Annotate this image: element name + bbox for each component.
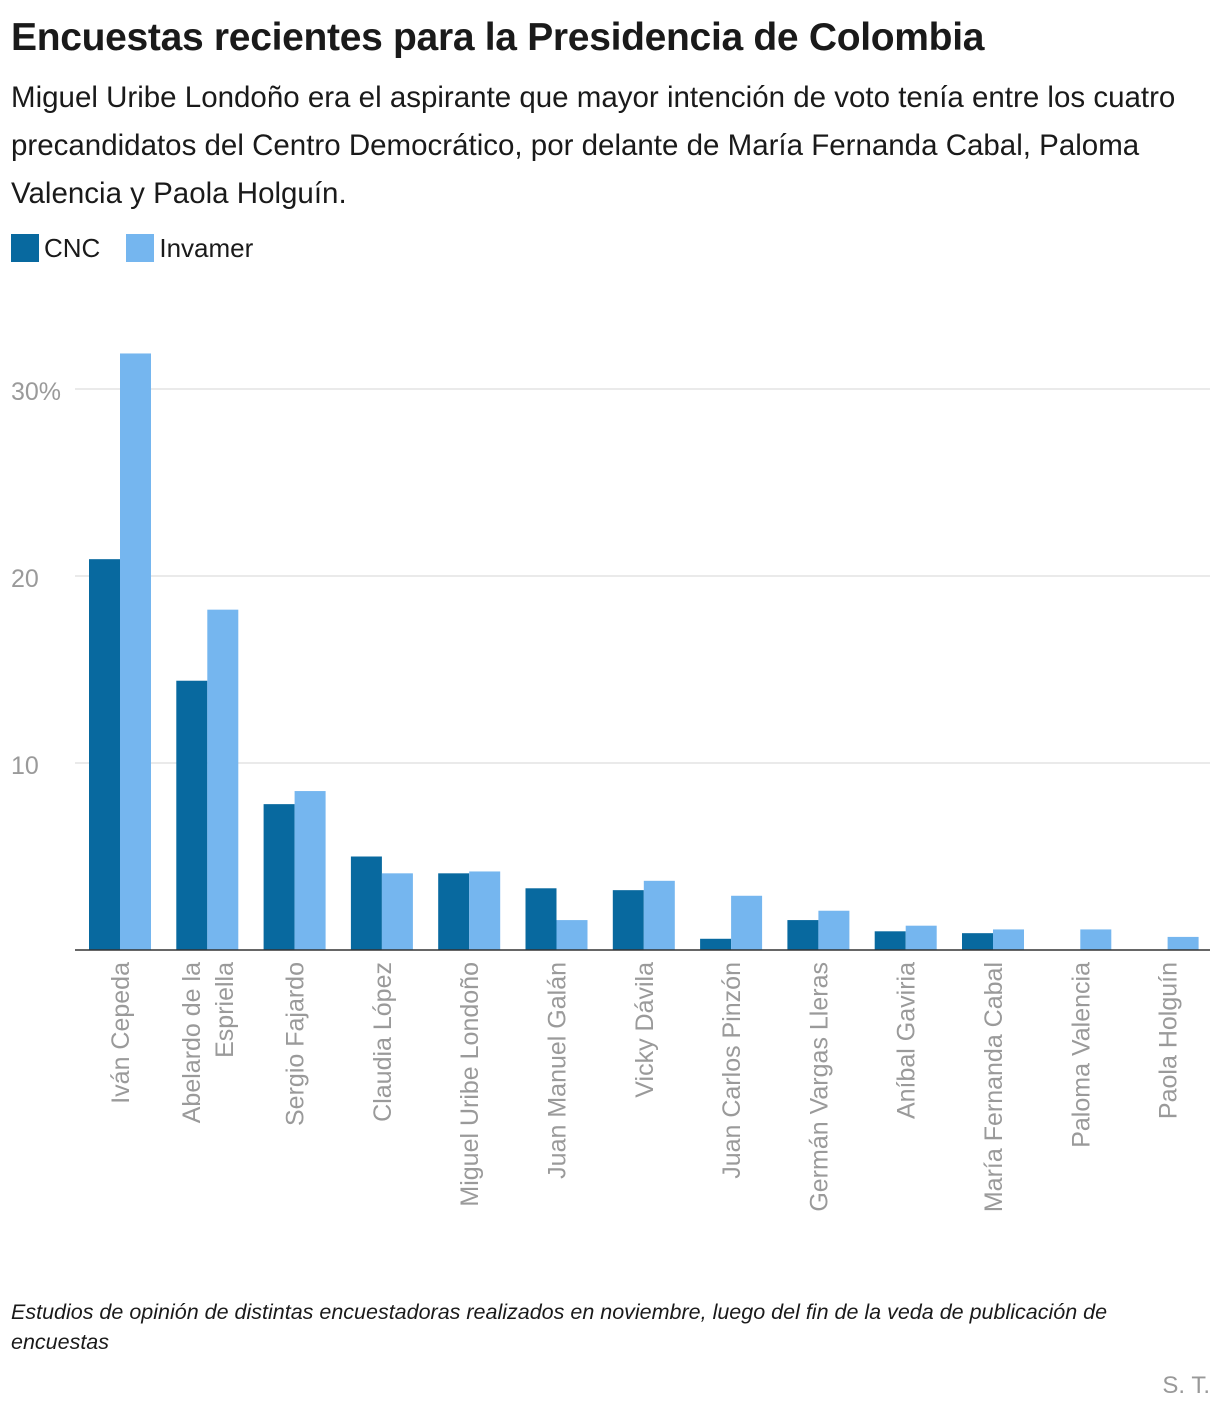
x-tick-label: Abelardo de la bbox=[178, 962, 206, 1123]
bar-invamer-12 bbox=[1167, 936, 1199, 950]
x-tick-label: Vicky Dávila bbox=[631, 962, 659, 1098]
bar-cnc-7 bbox=[700, 938, 732, 950]
bar-cnc-9 bbox=[874, 931, 906, 950]
legend-swatch-cnc bbox=[11, 234, 39, 262]
bar-cnc-10 bbox=[962, 933, 993, 950]
bar-cnc-6 bbox=[612, 890, 644, 950]
legend-item-cnc: CNC bbox=[11, 232, 100, 264]
bar-invamer-2 bbox=[294, 791, 326, 950]
bar-invamer-0 bbox=[120, 353, 151, 951]
x-tick-label: Juan Carlos Pinzón bbox=[718, 962, 746, 1179]
bar-invamer-1 bbox=[207, 609, 239, 950]
bar-invamer-8 bbox=[818, 910, 850, 950]
x-tick-label: Aníbal Gaviria bbox=[893, 962, 921, 1119]
gridlines: 10 20 30% bbox=[11, 378, 1210, 780]
chart-subtitle: Miguel Uribe Londoño era el aspirante qu… bbox=[11, 81, 1176, 210]
legend-item-invamer: Invamer bbox=[126, 232, 253, 264]
bar-cnc-2 bbox=[263, 804, 295, 950]
bar-invamer-3 bbox=[381, 873, 413, 950]
x-tick-label: Iván Cepeda bbox=[107, 962, 135, 1104]
bars bbox=[89, 353, 1199, 951]
y-tick-label: 20 bbox=[11, 565, 39, 593]
x-tick-label: Claudia López bbox=[369, 962, 397, 1122]
x-tick-label: Paola Holguín bbox=[1155, 962, 1183, 1119]
bar-invamer-7 bbox=[731, 895, 763, 950]
legend-label-invamer: Invamer bbox=[159, 233, 254, 263]
bar-invamer-4 bbox=[469, 871, 501, 950]
bar-cnc-0 bbox=[89, 559, 120, 950]
bar-cnc-5 bbox=[525, 888, 557, 950]
legend-label-cnc: CNC bbox=[44, 233, 101, 263]
x-tick-label: Paloma Valencia bbox=[1067, 962, 1095, 1148]
x-tick-label: María Fernanda Cabal bbox=[980, 962, 1008, 1212]
legend-swatch-invamer bbox=[126, 234, 155, 262]
bar-cnc-1 bbox=[176, 680, 208, 950]
x-tick-label: Miguel Uribe Londoño bbox=[456, 962, 484, 1207]
bar-cnc-8 bbox=[787, 920, 819, 950]
legend: CNC Invamer bbox=[11, 232, 279, 264]
x-tick-labels: Iván Cepeda Abelardo de la Espriella Sergio… bbox=[107, 962, 1183, 1212]
x-tick-label: Sergio Fajardo bbox=[282, 962, 310, 1126]
x-tick-label: Germán Vargas Lleras bbox=[805, 962, 833, 1212]
bar-invamer-6 bbox=[643, 880, 675, 950]
y-tick-label: 30% bbox=[11, 378, 61, 406]
bar-cnc-3 bbox=[350, 856, 382, 950]
bar-invamer-11 bbox=[1080, 929, 1112, 950]
x-tick-label: Juan Manuel Galán bbox=[544, 962, 572, 1179]
bar-chart: 10 20 30% Iván Cepeda Abelardo de la Espriel… bbox=[11, 353, 1210, 1212]
y-tick-label: 10 bbox=[11, 752, 39, 780]
bar-cnc-4 bbox=[438, 873, 470, 950]
chart-title: Encuestas recientes para la Presidencia … bbox=[11, 16, 985, 59]
footnote: Estudios de opinión de distintas encuest… bbox=[11, 1300, 1108, 1354]
bar-invamer-9 bbox=[905, 925, 937, 950]
x-tick-label: Espriella bbox=[211, 962, 239, 1058]
bar-invamer-5 bbox=[556, 920, 588, 950]
credit: S. T. bbox=[1162, 1372, 1210, 1399]
bar-invamer-10 bbox=[993, 929, 1024, 950]
